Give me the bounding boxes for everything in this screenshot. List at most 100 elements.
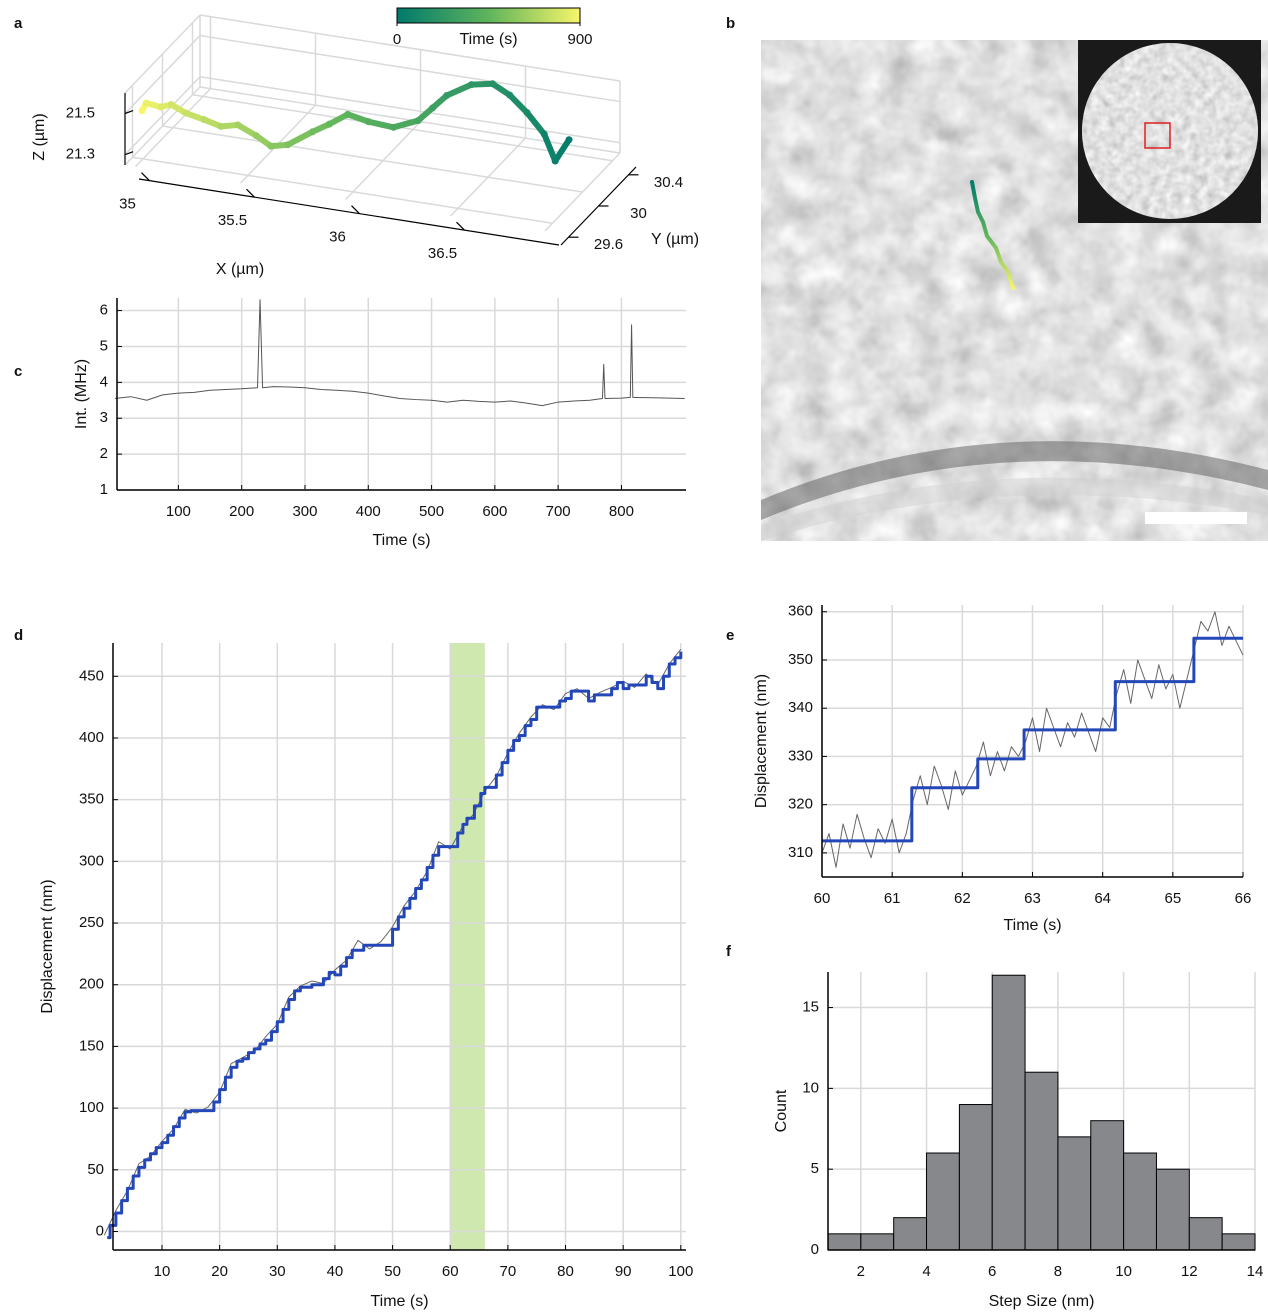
y-tick-label: 4 bbox=[100, 373, 108, 390]
colorbar-tick-label: 0 bbox=[393, 31, 401, 48]
trajectory-segment bbox=[365, 118, 397, 131]
bar bbox=[1221, 1233, 1256, 1251]
y-tick-label: 29.6 bbox=[594, 236, 623, 253]
bar bbox=[1024, 1071, 1059, 1251]
y-tick-label: 350 bbox=[79, 791, 104, 808]
y-axis-label: Displacement (nm) bbox=[753, 674, 770, 808]
grid-line bbox=[199, 34, 621, 103]
y-tick-label: 15 bbox=[802, 999, 819, 1016]
trajectory-point bbox=[414, 117, 422, 125]
image-feature bbox=[761, 441, 1268, 520]
panel-label: d bbox=[14, 627, 23, 644]
trajectory-segment bbox=[468, 80, 496, 88]
image-trajectory bbox=[970, 180, 1015, 290]
trajectory-segment bbox=[234, 121, 260, 139]
trajectory-point bbox=[182, 109, 190, 117]
y-tick-label: 360 bbox=[788, 603, 813, 620]
y-tick-label: 300 bbox=[79, 852, 104, 869]
x-tick-label: 100 bbox=[668, 1263, 693, 1280]
x-tick-label: 64 bbox=[1094, 890, 1111, 907]
grid-line bbox=[162, 125, 583, 193]
y-tick-label: 450 bbox=[79, 667, 104, 684]
y-tick-label: 5 bbox=[100, 337, 108, 354]
x-axis-label: Time (s) bbox=[372, 532, 430, 549]
x-tick-label: 200 bbox=[229, 503, 254, 520]
microscope-image bbox=[761, 40, 1268, 541]
x-tick bbox=[246, 188, 255, 198]
y-tick-label: 350 bbox=[788, 651, 813, 668]
x-tick bbox=[456, 221, 465, 231]
y-tick-label: 5 bbox=[811, 1160, 819, 1177]
bar bbox=[860, 1233, 895, 1251]
y-tick-label: 100 bbox=[79, 1099, 104, 1116]
trajectory-point bbox=[309, 128, 316, 136]
trajectory-point bbox=[344, 110, 352, 118]
panel-label: a bbox=[14, 15, 23, 32]
panel-label: b bbox=[726, 15, 735, 32]
inset-roi bbox=[1144, 122, 1171, 149]
trajectory-point bbox=[284, 141, 292, 149]
z-tick-label: 21.5 bbox=[66, 105, 95, 122]
bar bbox=[1155, 1168, 1190, 1251]
y-tick-label: 320 bbox=[788, 796, 813, 813]
grid-line bbox=[124, 76, 201, 156]
trajectory-segment bbox=[390, 117, 422, 131]
trajectory-point bbox=[200, 116, 208, 124]
y-tick-label: 1 bbox=[100, 481, 108, 498]
trajectory-point bbox=[429, 104, 436, 112]
y-axis-label: Y (µm) bbox=[651, 231, 699, 248]
y-tick-label: 330 bbox=[788, 747, 813, 764]
x-tick-label: 10 bbox=[154, 1263, 171, 1280]
z-tick bbox=[124, 110, 134, 115]
y-axis-label: Count bbox=[773, 1089, 790, 1132]
bar bbox=[1057, 1136, 1092, 1251]
x-tick-label: 6 bbox=[988, 1263, 996, 1280]
x-tick-label: 36 bbox=[329, 229, 346, 246]
y-tick-label: 0 bbox=[96, 1222, 104, 1239]
y-tick-label: 2 bbox=[100, 445, 108, 462]
x-tick-label: 66 bbox=[1235, 890, 1252, 907]
y-tick-label: 200 bbox=[79, 976, 104, 993]
trajectory-point bbox=[565, 136, 573, 144]
trace bbox=[821, 611, 1244, 868]
trajectory-point bbox=[365, 118, 373, 126]
x-tick-label: 70 bbox=[500, 1263, 517, 1280]
x-axis-label: X (µm) bbox=[216, 261, 264, 278]
trajectory-segment bbox=[506, 92, 530, 116]
bar bbox=[827, 1233, 862, 1251]
y-tick-label: 10 bbox=[802, 1079, 819, 1096]
y-tick-label: 150 bbox=[79, 1037, 104, 1054]
panel-label: c bbox=[14, 363, 22, 380]
trace bbox=[115, 299, 685, 407]
x-tick-label: 12 bbox=[1181, 1263, 1198, 1280]
trajectory-segment bbox=[524, 109, 548, 138]
y-tick-label: 400 bbox=[79, 729, 104, 746]
trajectory-segment bbox=[344, 111, 372, 125]
x-tick-label: 600 bbox=[482, 503, 507, 520]
panel-label: e bbox=[726, 627, 734, 644]
trajectory-point bbox=[325, 120, 333, 128]
y-tick-label: 0 bbox=[811, 1241, 819, 1258]
x-tick-label: 2 bbox=[857, 1263, 865, 1280]
x-tick-label: 63 bbox=[1024, 890, 1041, 907]
x-tick-label: 35 bbox=[119, 196, 136, 213]
x-axis-label: Step Size (nm) bbox=[989, 1293, 1095, 1310]
x-tick-label: 62 bbox=[954, 890, 971, 907]
trajectory-point bbox=[443, 91, 451, 99]
trajectory-segment bbox=[443, 81, 475, 99]
bar bbox=[893, 1217, 928, 1251]
x-tick-label: 500 bbox=[419, 503, 444, 520]
grid-line bbox=[199, 75, 621, 144]
trajectory-segment bbox=[552, 136, 572, 164]
bar bbox=[1090, 1120, 1125, 1251]
trajectory-point bbox=[551, 157, 559, 165]
colorbar bbox=[396, 7, 581, 24]
bar bbox=[1188, 1217, 1223, 1251]
step-fit bbox=[822, 636, 1243, 843]
x-tick bbox=[351, 205, 360, 215]
y-axis-label: Int. (MHz) bbox=[73, 359, 90, 429]
x-tick-label: 90 bbox=[615, 1263, 632, 1280]
y-tick-label: 6 bbox=[100, 302, 108, 319]
trajectory-segment bbox=[541, 131, 559, 164]
